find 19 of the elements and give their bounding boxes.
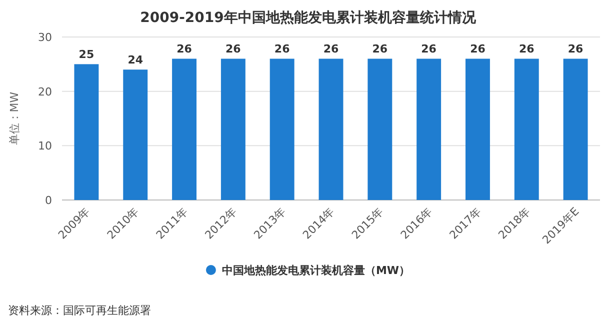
data-label: 26	[421, 42, 437, 56]
legend-label: 中国地热能发电累计装机容量（MW）	[222, 264, 410, 277]
data-label: 24	[128, 54, 144, 67]
data-label: 26	[176, 42, 192, 56]
y-tick-label: 10	[38, 140, 52, 153]
data-label: 26	[274, 42, 290, 56]
data-label: 26	[323, 42, 339, 56]
text: 资料来源：国际可再生能源署	[8, 304, 151, 317]
data-label: 26	[568, 42, 584, 56]
y-axis-title: 单位：MW	[8, 92, 21, 146]
y-tick-label: 20	[38, 85, 52, 98]
data-label: 26	[518, 42, 535, 56]
data-label: 25	[78, 48, 94, 62]
data-label: 26	[372, 42, 388, 56]
y-tick-label: 0	[45, 194, 52, 207]
data-label: 26	[226, 42, 242, 56]
data-label: 26	[470, 42, 486, 56]
y-tick-label: 30	[38, 31, 52, 44]
chart-title: 2009-2019年中国地热能发电累计装机容量统计情况	[140, 9, 477, 26]
